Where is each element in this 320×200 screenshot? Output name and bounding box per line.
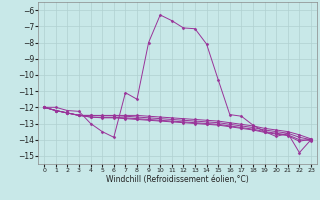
X-axis label: Windchill (Refroidissement éolien,°C): Windchill (Refroidissement éolien,°C)	[106, 175, 249, 184]
